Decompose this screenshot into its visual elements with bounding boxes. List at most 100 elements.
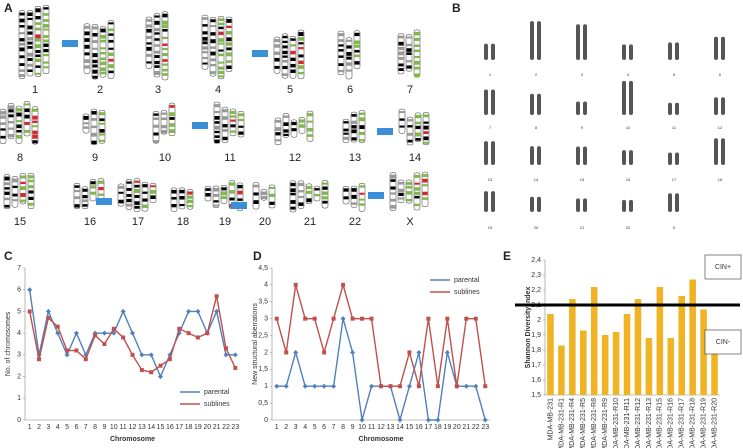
x-tick-label: 13 <box>387 424 395 431</box>
band <box>306 190 312 194</box>
band <box>82 204 88 207</box>
marker <box>45 308 51 314</box>
chromosome-number: 13 <box>349 152 361 164</box>
x-tick-label: 4 <box>56 424 60 431</box>
marker <box>274 316 279 321</box>
chromosome <box>530 146 534 165</box>
band <box>322 196 328 200</box>
band <box>237 198 243 201</box>
bar <box>645 338 653 395</box>
chromosome-number: 9 <box>92 152 98 164</box>
band <box>282 65 288 70</box>
chromosome <box>721 36 725 60</box>
band <box>414 37 420 41</box>
bar <box>656 287 664 395</box>
band <box>12 193 18 197</box>
chromosome-number: 8 <box>535 125 538 130</box>
band <box>290 206 296 210</box>
band <box>307 120 313 123</box>
band <box>414 66 420 70</box>
band <box>27 37 33 41</box>
band <box>407 139 413 143</box>
band <box>238 125 244 128</box>
band <box>354 49 360 53</box>
x-tick-label: MDA-MB-231-R16 <box>668 398 675 448</box>
band <box>146 35 152 39</box>
x-tick-label: MDA-MB-231-R20 <box>711 398 718 448</box>
chromosome-number: 18 <box>177 216 189 228</box>
band <box>19 24 25 28</box>
band <box>74 185 80 188</box>
band <box>230 124 236 128</box>
band <box>359 125 365 129</box>
y-tick-label: 1 <box>17 395 21 402</box>
band <box>221 191 227 196</box>
marker <box>130 352 135 357</box>
band <box>84 59 90 64</box>
marker <box>158 374 164 380</box>
marker <box>223 352 229 358</box>
bar <box>667 338 675 395</box>
chromosome <box>537 196 541 212</box>
band <box>134 184 140 188</box>
band <box>359 139 365 142</box>
y-tick-label: 1,7 <box>531 362 541 369</box>
band <box>298 65 304 69</box>
band <box>32 134 38 139</box>
band <box>27 17 33 21</box>
marker <box>463 383 469 389</box>
band <box>154 60 160 65</box>
chromosome <box>583 146 587 165</box>
band <box>27 12 33 17</box>
band <box>92 53 98 58</box>
band <box>82 188 88 192</box>
chromosome <box>353 30 361 70</box>
y-tick-label: 0 <box>264 417 268 424</box>
band <box>100 61 106 66</box>
chromosome-number: 5 <box>287 84 293 96</box>
band <box>210 32 216 36</box>
band <box>100 67 106 72</box>
band <box>343 132 349 135</box>
band <box>226 42 232 46</box>
band <box>35 50 41 53</box>
y-tick-label: 3,5 <box>258 299 268 306</box>
band <box>354 61 360 65</box>
y-tick-label: 2 <box>537 317 541 324</box>
band <box>298 71 304 75</box>
chromosome-number: 16 <box>626 177 631 182</box>
band <box>118 199 124 204</box>
band <box>27 41 33 45</box>
chromosome <box>484 43 488 60</box>
chromosome-number: 1 <box>489 72 492 77</box>
band <box>146 19 152 22</box>
band <box>351 137 357 141</box>
band <box>290 38 296 41</box>
y-tick-label: 2,4 <box>531 257 541 264</box>
band <box>153 124 159 128</box>
band <box>126 194 132 197</box>
band <box>142 198 148 202</box>
chromosome-number: 17 <box>672 177 677 182</box>
band <box>399 118 405 121</box>
band <box>19 69 25 72</box>
band <box>43 66 49 69</box>
marker <box>473 316 478 321</box>
band <box>290 200 296 204</box>
marker <box>341 282 346 287</box>
band <box>16 120 22 123</box>
band <box>414 182 420 185</box>
band <box>171 204 177 208</box>
y-tick-label: 3 <box>264 316 268 323</box>
band <box>146 24 152 28</box>
band <box>43 24 49 28</box>
band <box>153 132 159 136</box>
band <box>269 201 275 205</box>
x-tick-label: 13 <box>138 424 146 431</box>
band <box>398 35 404 39</box>
band <box>210 39 216 44</box>
band <box>238 131 244 135</box>
band <box>275 127 281 131</box>
marker <box>74 348 79 353</box>
band <box>343 136 349 140</box>
